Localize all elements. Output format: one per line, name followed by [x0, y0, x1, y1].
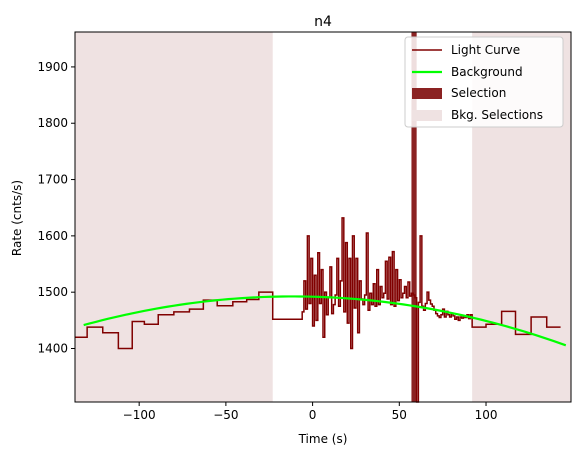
y-tick-label: 1800	[37, 116, 68, 130]
x-axis-ticks: −100 −50 0 50 100	[123, 402, 498, 422]
y-tick-label: 1400	[37, 341, 68, 355]
background-layer	[83, 295, 567, 347]
y-tick-label: 1900	[37, 60, 68, 74]
background-line	[83, 295, 567, 347]
axes-frame	[74, 31, 572, 403]
legend-frame	[404, 36, 564, 128]
x-tick-label: −100	[123, 408, 156, 422]
y-axis-ticks: 1400 1500 1600 1700 1800 1900	[37, 60, 75, 355]
bkg-selection-band	[75, 32, 273, 402]
y-axis-label: Rate (cnts/s)	[10, 180, 24, 256]
legend-label: Light Curve	[451, 43, 520, 57]
x-tick-label: −50	[213, 408, 238, 422]
legend-swatch	[412, 110, 442, 121]
legend: Light Curve Background Selection Bkg. Selec…	[404, 36, 564, 128]
x-tick-label: 100	[475, 408, 498, 422]
x-axis-label: Time (s)	[298, 432, 348, 446]
selection-region	[411, 32, 417, 402]
y-tick-label: 1600	[37, 229, 68, 243]
x-tick-label: 50	[392, 408, 407, 422]
legend-label: Bkg. Selections	[451, 108, 543, 122]
legend-swatch	[412, 88, 442, 99]
chart-title: n4	[314, 14, 332, 30]
y-tick-label: 1500	[37, 285, 68, 299]
x-tick-label: 0	[309, 408, 317, 422]
y-tick-label: 1700	[37, 173, 68, 187]
legend-label: Background	[451, 65, 523, 79]
legend-label: Selection	[451, 86, 506, 100]
selection-band	[411, 32, 417, 402]
